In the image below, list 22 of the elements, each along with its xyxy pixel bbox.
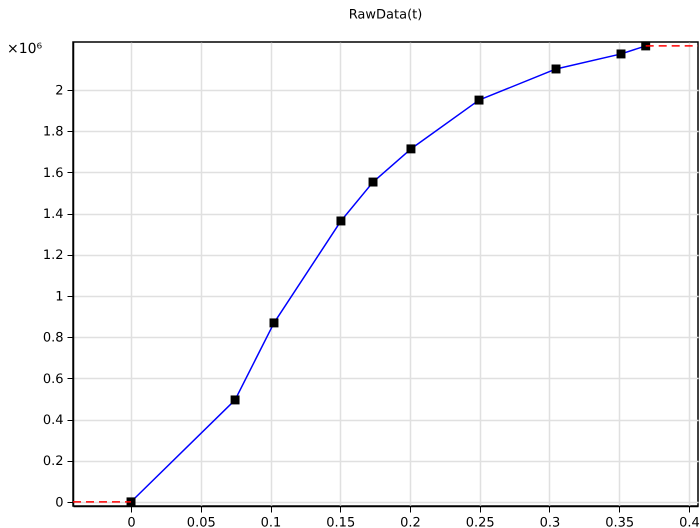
- x-tick-label: 0.15: [326, 516, 356, 528]
- y-tick-label: 1.6: [42, 166, 64, 181]
- chart-title: RawData(t): [348, 7, 422, 22]
- y-tick-label: 1.2: [42, 248, 64, 264]
- x-tick-label: 0.2: [400, 516, 421, 528]
- text: ×10⁶: [7, 41, 43, 57]
- x-tick-label: 0: [127, 516, 136, 528]
- y-tick-label: 0: [55, 495, 64, 510]
- y-tick-label: 1.4: [42, 207, 64, 222]
- x-tick-label: 0.1: [260, 516, 282, 528]
- y-tick-label: 0.8: [42, 330, 64, 346]
- y-tick-label: 1.8: [42, 124, 64, 140]
- y-tick-label: 0.6: [42, 372, 64, 387]
- y-tick-label: 2: [55, 83, 64, 98]
- y-tick-label: 0.2: [42, 454, 64, 470]
- x-tick-label: 0.4: [679, 516, 700, 528]
- x-tick-label: 0.3: [540, 516, 560, 528]
- x-tick-label: 0.25: [466, 516, 495, 528]
- y-tick-label: 0.4: [42, 413, 64, 428]
- y-tick-label: 1: [55, 289, 64, 304]
- x-tick-label: 0.35: [605, 516, 634, 528]
- x-tick-label: 0.05: [186, 516, 216, 528]
